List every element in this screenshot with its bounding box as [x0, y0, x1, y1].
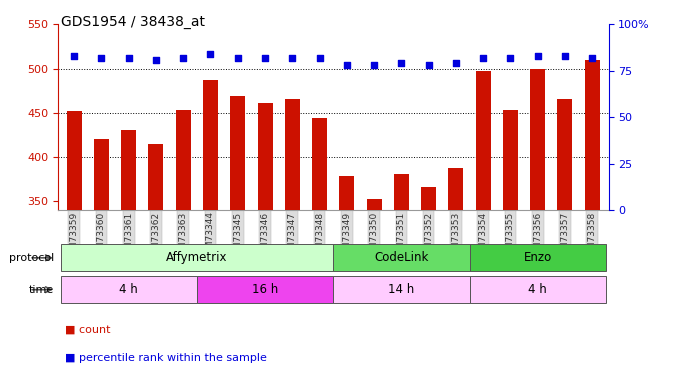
Point	[314, 55, 325, 61]
Point	[560, 53, 571, 59]
Text: Affymetrix: Affymetrix	[166, 251, 228, 264]
Bar	[333, 244, 469, 272]
Text: GDS1954 / 38438_at: GDS1954 / 38438_at	[61, 15, 205, 29]
Text: protocol: protocol	[9, 253, 54, 263]
Point	[69, 53, 80, 59]
Bar	[476, 71, 491, 375]
Bar	[61, 244, 333, 272]
Point	[450, 60, 461, 66]
Bar	[312, 118, 327, 375]
Bar	[94, 139, 109, 375]
Point	[205, 51, 216, 57]
Bar	[121, 130, 136, 375]
Point	[587, 55, 598, 61]
Text: ■ count: ■ count	[65, 325, 110, 335]
Point	[123, 55, 134, 61]
Bar	[530, 69, 545, 375]
Text: Enzo: Enzo	[524, 251, 552, 264]
Point	[369, 62, 379, 68]
Text: 16 h: 16 h	[252, 283, 278, 296]
Bar	[585, 60, 600, 375]
Point	[423, 62, 434, 68]
Text: 14 h: 14 h	[388, 283, 415, 296]
Bar	[61, 276, 197, 303]
Bar	[339, 176, 354, 375]
Point	[287, 55, 298, 61]
Bar	[285, 99, 300, 375]
Bar	[175, 110, 190, 375]
Point	[396, 60, 407, 66]
Bar	[67, 111, 82, 375]
Bar	[258, 103, 273, 375]
Bar	[421, 187, 436, 375]
Point	[150, 57, 161, 63]
Bar	[333, 276, 469, 303]
Bar	[394, 174, 409, 375]
Bar	[367, 200, 381, 375]
Text: 4 h: 4 h	[119, 283, 138, 296]
Point	[478, 55, 489, 61]
Bar	[231, 96, 245, 375]
Point	[505, 55, 516, 61]
Bar	[148, 144, 163, 375]
Text: time: time	[29, 285, 54, 295]
Bar	[558, 99, 573, 375]
Text: ■ percentile rank within the sample: ■ percentile rank within the sample	[65, 353, 267, 363]
Bar	[197, 276, 333, 303]
Point	[96, 55, 107, 61]
Bar	[469, 244, 606, 272]
Text: CodeLink: CodeLink	[374, 251, 428, 264]
Point	[532, 53, 543, 59]
Point	[177, 55, 188, 61]
Bar	[203, 80, 218, 375]
Bar	[448, 168, 463, 375]
Point	[260, 55, 271, 61]
Point	[233, 55, 243, 61]
Bar	[503, 110, 518, 375]
Text: 4 h: 4 h	[528, 283, 547, 296]
Bar	[469, 276, 606, 303]
Point	[341, 62, 352, 68]
